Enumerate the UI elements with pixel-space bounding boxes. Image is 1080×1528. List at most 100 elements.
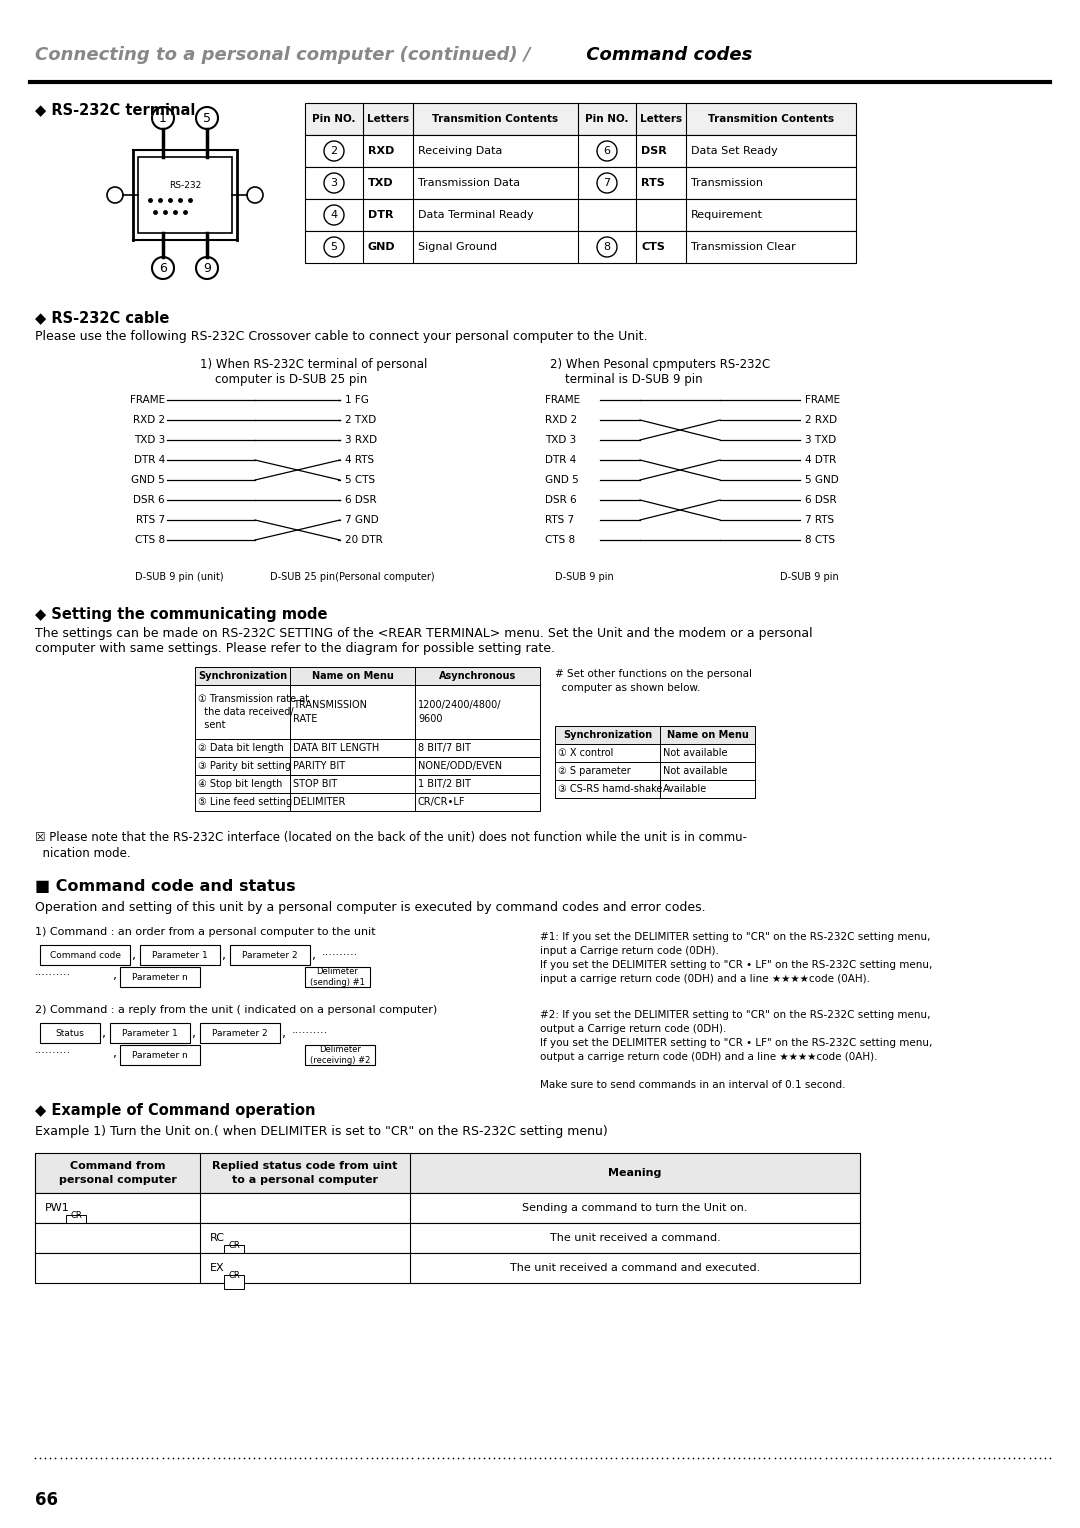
Circle shape xyxy=(152,107,174,128)
Text: Not available: Not available xyxy=(663,749,728,758)
Text: FRAME: FRAME xyxy=(545,396,580,405)
Text: DELIMITER: DELIMITER xyxy=(293,798,346,807)
Text: 3: 3 xyxy=(330,177,337,188)
Text: 1: 1 xyxy=(159,112,167,124)
Text: ,: , xyxy=(132,949,136,961)
Text: #2: If you set the DELIMITER setting to "CR" on the RS-232C setting menu,
output: #2: If you set the DELIMITER setting to … xyxy=(540,1010,932,1089)
Text: Data Terminal Ready: Data Terminal Ready xyxy=(418,209,534,220)
Bar xyxy=(35,1222,860,1253)
Text: CTS 8: CTS 8 xyxy=(545,535,576,545)
Text: ⑤ Line feed setting: ⑤ Line feed setting xyxy=(198,798,292,807)
Bar xyxy=(110,1024,190,1044)
Text: Meaning: Meaning xyxy=(608,1167,662,1178)
Bar xyxy=(555,762,755,779)
Circle shape xyxy=(597,141,617,160)
Text: The unit received a command.: The unit received a command. xyxy=(550,1233,720,1242)
Bar xyxy=(305,134,856,167)
Text: Command from
personal computer: Command from personal computer xyxy=(58,1161,176,1184)
Text: Operation and setting of this unit by a personal computer is executed by command: Operation and setting of this unit by a … xyxy=(35,902,705,914)
Text: Transmission Clear: Transmission Clear xyxy=(691,241,796,252)
Circle shape xyxy=(195,257,218,280)
Text: ,: , xyxy=(222,949,226,961)
Text: Name on Menu: Name on Menu xyxy=(666,730,748,740)
Circle shape xyxy=(324,173,345,193)
Bar xyxy=(35,1193,860,1222)
Text: ① X control: ① X control xyxy=(558,749,613,758)
Text: CR: CR xyxy=(228,1241,240,1250)
Text: 7 GND: 7 GND xyxy=(345,515,379,526)
Bar xyxy=(555,779,755,798)
Text: Data Set Ready: Data Set Ready xyxy=(691,147,778,156)
Text: computer with same settings. Please refer to the diagram for possible setting ra: computer with same settings. Please refe… xyxy=(35,642,555,656)
Bar xyxy=(224,1245,244,1259)
Text: STOP BIT: STOP BIT xyxy=(293,779,337,788)
Text: RTS 7: RTS 7 xyxy=(545,515,575,526)
Text: ◆ Setting the communicating mode: ◆ Setting the communicating mode xyxy=(35,607,327,622)
Text: 9: 9 xyxy=(203,261,211,275)
Bar xyxy=(195,685,540,740)
Bar xyxy=(35,1253,860,1284)
Text: Pin NO.: Pin NO. xyxy=(585,115,629,124)
Text: Receiving Data: Receiving Data xyxy=(418,147,502,156)
Text: ,: , xyxy=(312,949,316,961)
Circle shape xyxy=(247,186,264,203)
Circle shape xyxy=(324,205,345,225)
Text: CTS: CTS xyxy=(642,241,665,252)
Text: 1200/2400/4800/
9600: 1200/2400/4800/ 9600 xyxy=(418,700,501,724)
Text: CR: CR xyxy=(70,1210,82,1219)
Text: ◆ RS-232C terminal: ◆ RS-232C terminal xyxy=(35,102,195,118)
Text: 4: 4 xyxy=(330,209,338,220)
Text: DATA BIT LENGTH: DATA BIT LENGTH xyxy=(293,743,379,753)
Text: ② S parameter: ② S parameter xyxy=(558,766,631,776)
Text: ① Transmission rate at
  the data received/
  sent: ① Transmission rate at the data received… xyxy=(198,694,309,730)
Text: 6 DSR: 6 DSR xyxy=(345,495,377,504)
Text: TXD: TXD xyxy=(368,177,393,188)
Text: ③ Parity bit setting: ③ Parity bit setting xyxy=(198,761,291,772)
Text: 1) When RS-232C terminal of personal
    computer is D-SUB 25 pin: 1) When RS-232C terminal of personal com… xyxy=(200,358,428,387)
Bar xyxy=(120,967,200,987)
Text: 1 FG: 1 FG xyxy=(345,396,369,405)
Text: The settings can be made on RS-232C SETTING of the <REAR TERMINAL> menu. Set the: The settings can be made on RS-232C SETT… xyxy=(35,626,812,640)
Text: CR/CR•LF: CR/CR•LF xyxy=(418,798,465,807)
Text: ,: , xyxy=(113,1047,117,1059)
Bar xyxy=(305,967,370,987)
Bar xyxy=(195,775,540,793)
Bar xyxy=(305,167,856,199)
Circle shape xyxy=(597,237,617,257)
Bar xyxy=(40,944,130,966)
Text: Letters: Letters xyxy=(640,115,683,124)
Text: Requirement: Requirement xyxy=(691,209,762,220)
Bar xyxy=(35,1154,860,1193)
Text: TRANSMISSION
RATE: TRANSMISSION RATE xyxy=(293,700,367,724)
Bar xyxy=(305,231,856,263)
Text: Command code: Command code xyxy=(50,950,121,960)
Text: 20 DTR: 20 DTR xyxy=(345,535,382,545)
Text: DSR: DSR xyxy=(642,147,666,156)
Text: 2) When Pesonal cpmputers RS-232C
    terminal is D-SUB 9 pin: 2) When Pesonal cpmputers RS-232C termin… xyxy=(550,358,770,387)
Text: NONE/ODD/EVEN: NONE/ODD/EVEN xyxy=(418,761,502,772)
Text: Not available: Not available xyxy=(663,766,728,776)
Bar xyxy=(555,726,755,744)
Text: ◆ Example of Command operation: ◆ Example of Command operation xyxy=(35,1103,315,1118)
Text: DTR: DTR xyxy=(368,209,393,220)
Text: ,: , xyxy=(192,1027,195,1039)
Bar xyxy=(305,102,856,134)
Text: TXD 3: TXD 3 xyxy=(134,435,165,445)
Text: Name on Menu: Name on Menu xyxy=(311,671,393,681)
Text: Transmition Contents: Transmition Contents xyxy=(707,115,834,124)
Text: ② Data bit length: ② Data bit length xyxy=(198,743,284,753)
Circle shape xyxy=(324,237,345,257)
Bar xyxy=(200,1024,280,1044)
Bar xyxy=(138,157,232,232)
Circle shape xyxy=(152,257,174,280)
Text: 8 BIT/7 BIT: 8 BIT/7 BIT xyxy=(418,743,471,753)
Circle shape xyxy=(597,173,617,193)
Bar xyxy=(555,744,755,762)
Text: 4 DTR: 4 DTR xyxy=(805,455,836,465)
Text: RC: RC xyxy=(210,1233,225,1242)
Text: #1: If you set the DELIMITER setting to "CR" on the RS-232C setting menu,
input : #1: If you set the DELIMITER setting to … xyxy=(540,932,932,984)
Text: ,: , xyxy=(113,969,117,981)
Text: ··········: ·········· xyxy=(35,970,71,979)
Text: Available: Available xyxy=(663,784,707,795)
Text: 5: 5 xyxy=(330,241,337,252)
